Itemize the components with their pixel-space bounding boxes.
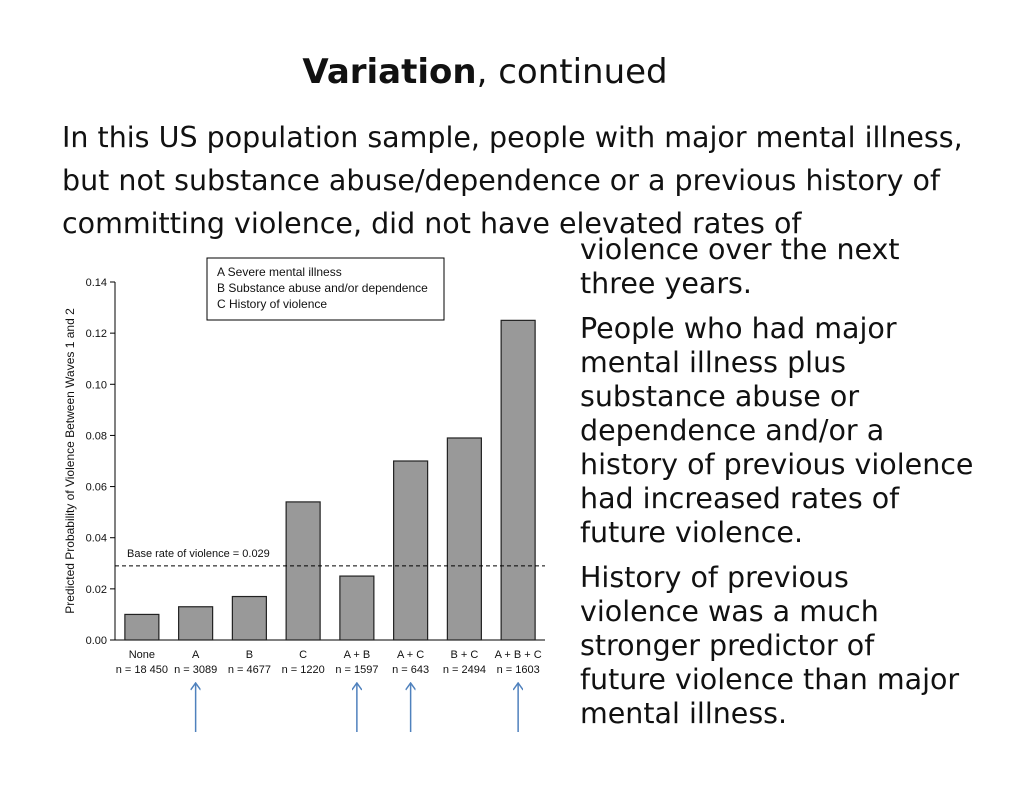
sample-size-label: n = 1603 — [497, 664, 540, 676]
sample-size-label: n = 1597 — [335, 664, 378, 676]
side-text-3: History of previous violence was a much st… — [580, 561, 959, 731]
bar — [393, 460, 429, 641]
sample-size-label: n = 3089 — [174, 664, 217, 676]
bar — [339, 575, 375, 641]
y-tick-label: 0.12 — [86, 328, 107, 340]
bar — [124, 613, 160, 641]
y-tick-label: 0.14 — [86, 277, 107, 289]
y-tick-label: 0.10 — [86, 379, 107, 391]
bar — [231, 595, 267, 641]
y-tick-label: 0.02 — [86, 584, 107, 596]
sample-size-label: n = 4677 — [228, 664, 271, 676]
x-tick-label: A — [192, 649, 200, 661]
side-text-line: People who had major — [580, 312, 897, 345]
legend-entry: A Severe mental illness — [217, 265, 342, 279]
x-tick-label: A + C — [397, 649, 424, 661]
x-tick-label: A + B + C — [495, 649, 542, 661]
side-text-line: dependence and/or a — [580, 414, 885, 447]
legend-entry: C History of violence — [217, 297, 327, 311]
sample-size-label: n = 18 450 — [116, 664, 168, 676]
side-text-line: future violence. — [580, 516, 804, 549]
side-text-line: had increased rates of — [580, 482, 900, 515]
bar — [285, 501, 321, 641]
sample-size-label: n = 1220 — [282, 664, 325, 676]
y-tick-label: 0.04 — [86, 533, 107, 545]
x-tick-label: B — [246, 649, 253, 661]
legend-box — [206, 257, 445, 321]
side-text-2: People who had major mental illness plus s… — [580, 312, 973, 550]
side-text-line: History of previous — [580, 561, 849, 594]
side-text-line: mental illness. — [580, 697, 788, 730]
side-text-line: substance abuse or — [580, 380, 860, 413]
x-tick-label: None — [129, 649, 155, 661]
x-tick-label: B + C — [450, 649, 478, 661]
intro-text: In this US population sample, people wit… — [62, 121, 963, 240]
side-text-1: violence over the next three years. — [580, 233, 900, 300]
bar — [446, 437, 482, 641]
side-text-line: mental illness plus — [580, 346, 847, 379]
y-tick-label: 0.06 — [86, 482, 107, 494]
base-rate-label: Base rate of violence = 0.029 — [127, 548, 270, 560]
y-tick-label: 0.08 — [86, 430, 107, 442]
bar — [178, 606, 214, 641]
slide-title: Variation, continued — [302, 52, 668, 92]
side-text-line: future violence than major — [580, 663, 960, 696]
x-tick-label: C — [299, 649, 307, 661]
x-tick-label: A + B — [344, 649, 371, 661]
side-text-line: stronger predictor of — [580, 629, 875, 662]
side-text-line: violence was a much — [580, 595, 879, 628]
side-text-line: history of previous violence — [580, 448, 974, 481]
bar — [500, 319, 536, 641]
legend-entry: B Substance abuse and/or dependence — [217, 281, 428, 295]
sample-size-label: n = 2494 — [443, 664, 486, 676]
y-tick-label: 0.00 — [86, 635, 107, 647]
sample-size-label: n = 643 — [392, 664, 429, 676]
y-axis-label: Predicted Probability of Violence Betwee… — [63, 308, 77, 614]
